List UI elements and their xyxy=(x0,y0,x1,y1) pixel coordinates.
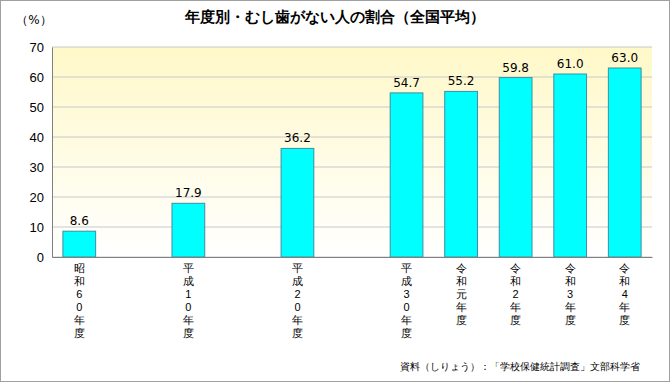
x-tick-label: 令和元年度 xyxy=(456,262,467,326)
bars xyxy=(63,68,641,257)
y-tick-label: 10 xyxy=(30,220,44,235)
grid xyxy=(52,47,652,257)
data-label: 59.8 xyxy=(502,61,529,75)
plot-background xyxy=(52,47,652,257)
y-tick: 20 xyxy=(30,190,52,205)
source-note: 資料（しりょう）：「学校保健統計調査」文部科学省 xyxy=(400,361,640,372)
y-tick: 0 xyxy=(37,250,52,265)
y-tick-label: 50 xyxy=(30,100,44,115)
y-tick-label: 30 xyxy=(30,160,44,175)
grid-line xyxy=(52,47,652,48)
y-tick-label: 40 xyxy=(30,130,44,145)
data-label: 61.0 xyxy=(557,57,584,71)
bar xyxy=(445,91,478,257)
x-tick: 平成30年度 xyxy=(401,257,412,339)
data-label: 55.2 xyxy=(448,74,475,88)
bar xyxy=(390,93,423,257)
y-tick-label: 20 xyxy=(30,190,44,205)
bar xyxy=(63,231,96,257)
x-axis: 昭和60年度 平成10年度 平成20年度 平成30年度 令和元年度 令和2年度 令和3年度 令… xyxy=(53,257,653,339)
x-axis-line xyxy=(53,257,653,258)
x-tick-label: 平成10年度 xyxy=(183,262,194,339)
x-tick: 令和元年度 xyxy=(456,257,467,326)
y-tick: 70 xyxy=(30,40,52,55)
x-tick: 平成10年度 xyxy=(183,257,194,339)
x-tick: 令和2年度 xyxy=(510,257,521,326)
x-tick: 平成20年度 xyxy=(292,257,303,339)
y-axis-title: （%） xyxy=(16,13,51,27)
y-tick-label: 0 xyxy=(37,250,44,265)
x-tick-label: 昭和60年度 xyxy=(74,262,85,339)
x-tick-label: 平成30年度 xyxy=(401,262,412,339)
data-label: 63.0 xyxy=(611,51,638,65)
data-label: 54.7 xyxy=(393,76,420,90)
y-tick: 40 xyxy=(30,130,52,145)
x-tick-label: 令和3年度 xyxy=(565,262,576,326)
y-axis: 0 10 20 30 40 50 60 70 xyxy=(30,40,53,265)
x-tick: 令和4年度 xyxy=(619,257,630,326)
y-tick-label: 60 xyxy=(30,70,44,85)
data-label: 36.2 xyxy=(284,131,311,145)
chart-border xyxy=(1,1,670,382)
y-tick: 50 xyxy=(30,100,52,115)
y-tick: 30 xyxy=(30,160,52,175)
x-tick-label: 令和2年度 xyxy=(510,262,521,326)
y-tick: 60 xyxy=(30,70,52,85)
bar xyxy=(554,74,587,257)
y-axis-line xyxy=(52,48,53,258)
x-tick: 令和3年度 xyxy=(565,257,576,326)
x-tick-label: 令和4年度 xyxy=(619,262,630,326)
chart-title: 年度別・むし歯がない人の割合（全国平均） xyxy=(184,8,485,26)
x-tick-label: 平成20年度 xyxy=(292,262,303,339)
bar xyxy=(608,68,641,257)
bar xyxy=(172,203,205,257)
chart-svg: 0 10 20 30 40 50 60 70 昭和60年度 平成10年度 平成20年度 平成30年度 令… xyxy=(0,0,670,382)
y-tick: 10 xyxy=(30,220,52,235)
data-label: 8.6 xyxy=(70,214,89,228)
y-tick-label: 70 xyxy=(30,40,44,55)
data-labels: 8.6 17.9 36.2 54.7 55.2 59.8 61.0 63.0 xyxy=(70,51,638,228)
data-label: 17.9 xyxy=(175,186,202,200)
x-tick: 昭和60年度 xyxy=(74,257,85,339)
bar xyxy=(499,78,532,257)
bar xyxy=(281,148,314,257)
